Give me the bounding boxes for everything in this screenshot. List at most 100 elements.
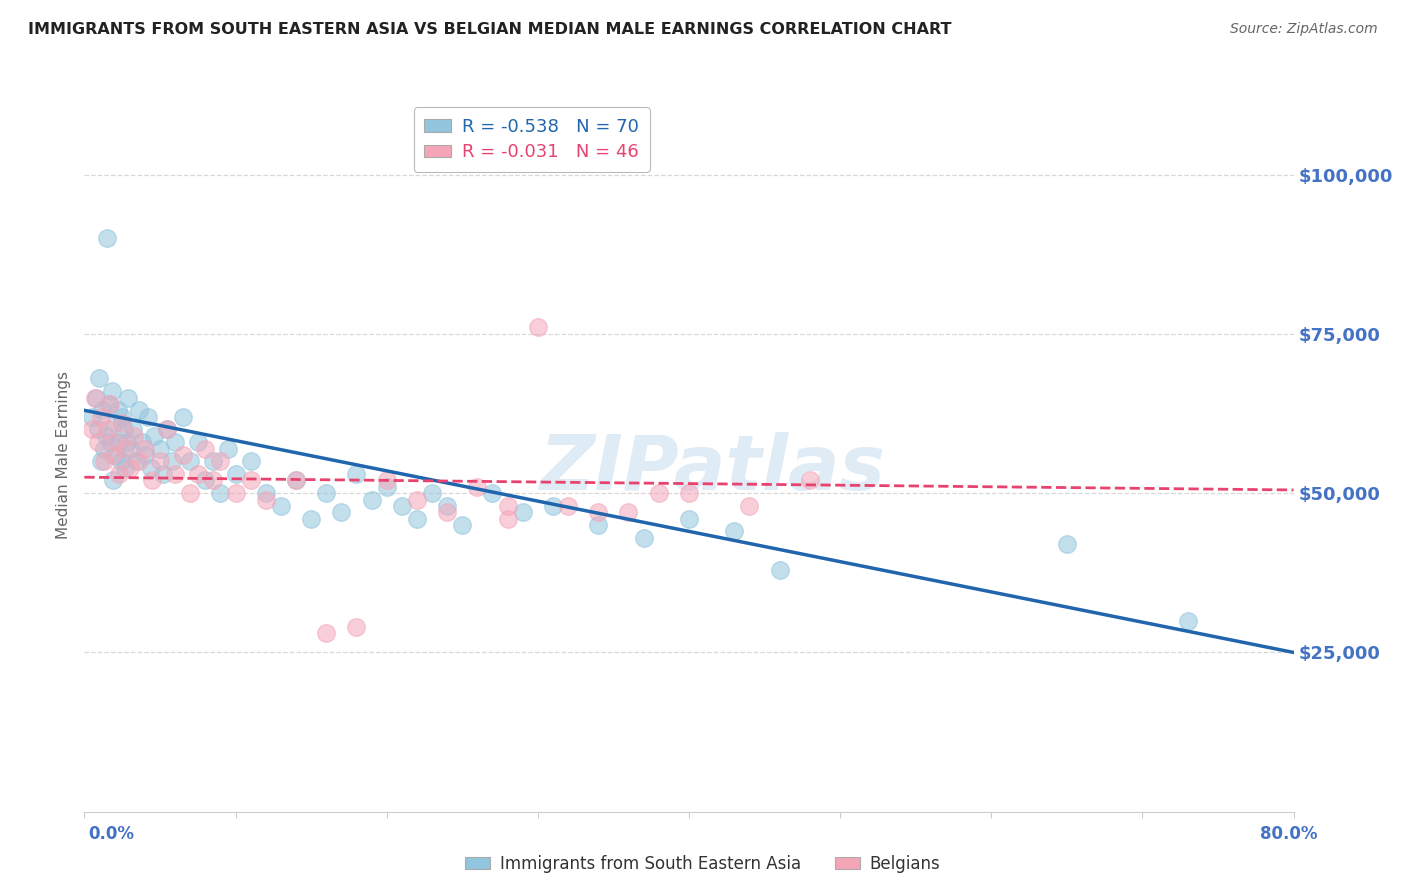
Point <box>179 486 201 500</box>
Point <box>149 454 172 468</box>
Point <box>80 422 103 436</box>
Point <box>451 518 474 533</box>
Point <box>89 371 111 385</box>
Point <box>799 474 821 488</box>
Point <box>360 492 382 507</box>
Point <box>156 422 179 436</box>
Point <box>406 511 429 525</box>
Point <box>225 486 247 500</box>
Point <box>125 454 148 468</box>
Point <box>678 486 700 500</box>
Text: Source: ZipAtlas.com: Source: ZipAtlas.com <box>1230 22 1378 37</box>
Point <box>118 442 141 456</box>
Point <box>436 499 458 513</box>
Point <box>111 416 134 430</box>
Point <box>142 429 165 443</box>
Point <box>97 397 120 411</box>
Point <box>201 474 224 488</box>
Point <box>136 409 159 424</box>
Point <box>1056 537 1078 551</box>
Point <box>111 409 134 424</box>
Point <box>225 467 247 481</box>
Point <box>93 442 115 456</box>
Legend: R = -0.538   N = 70, R = -0.031   N = 46: R = -0.538 N = 70, R = -0.031 N = 46 <box>413 107 650 172</box>
Point <box>165 435 187 450</box>
Point <box>406 492 429 507</box>
Point <box>648 486 671 500</box>
Point <box>315 486 337 500</box>
Point <box>391 499 413 513</box>
Point <box>96 231 118 245</box>
Point <box>90 454 112 468</box>
Point <box>217 442 239 456</box>
Point <box>128 454 150 468</box>
Point <box>541 499 564 513</box>
Point <box>94 429 117 443</box>
Text: IMMIGRANTS FROM SOUTH EASTERN ASIA VS BELGIAN MEDIAN MALE EARNINGS CORRELATION C: IMMIGRANTS FROM SOUTH EASTERN ASIA VS BE… <box>28 22 952 37</box>
Legend: Immigrants from South Eastern Asia, Belgians: Immigrants from South Eastern Asia, Belg… <box>458 848 948 880</box>
Point <box>122 429 145 443</box>
Point <box>114 442 136 456</box>
Point <box>436 505 458 519</box>
Point <box>588 505 610 519</box>
Point <box>375 474 398 488</box>
Point <box>117 391 139 405</box>
Point <box>118 460 141 475</box>
Point <box>105 435 128 450</box>
Point <box>121 422 143 436</box>
Point <box>98 397 121 411</box>
Point <box>165 467 187 481</box>
Point <box>134 442 156 456</box>
Point <box>80 409 103 424</box>
Point <box>346 467 368 481</box>
Point <box>270 499 292 513</box>
Point <box>91 403 114 417</box>
Point <box>285 474 308 488</box>
Point <box>633 531 655 545</box>
Point <box>330 505 353 519</box>
Point <box>101 448 124 462</box>
Point <box>209 454 232 468</box>
Point <box>738 499 761 513</box>
Point <box>128 403 150 417</box>
Point <box>179 454 201 468</box>
Point <box>187 435 209 450</box>
Point <box>114 460 136 475</box>
Point <box>527 320 550 334</box>
Point <box>84 391 107 405</box>
Point <box>420 486 443 500</box>
Point <box>110 454 132 468</box>
Point <box>588 518 610 533</box>
Point <box>201 454 224 468</box>
Point <box>512 505 534 519</box>
Text: 0.0%: 0.0% <box>89 825 135 843</box>
Point <box>1177 614 1199 628</box>
Point <box>496 511 519 525</box>
Point <box>152 467 174 481</box>
Point <box>375 480 398 494</box>
Point <box>187 467 209 481</box>
Point <box>254 486 277 500</box>
Point <box>285 474 308 488</box>
Point <box>346 620 368 634</box>
Point <box>194 474 217 488</box>
Point <box>239 454 262 468</box>
Point <box>723 524 745 539</box>
Y-axis label: Median Male Earnings: Median Male Earnings <box>56 371 72 539</box>
Text: 80.0%: 80.0% <box>1260 825 1317 843</box>
Point <box>115 435 138 450</box>
Point <box>617 505 640 519</box>
Point <box>101 474 124 488</box>
Point <box>160 454 183 468</box>
Text: ZIPatlas: ZIPatlas <box>540 433 886 506</box>
Point <box>557 499 579 513</box>
Point <box>239 474 262 488</box>
Point <box>96 422 118 436</box>
Point <box>141 474 163 488</box>
Point <box>139 460 162 475</box>
Point <box>131 435 153 450</box>
Point <box>134 448 156 462</box>
Point <box>315 626 337 640</box>
Point <box>481 486 503 500</box>
Point <box>299 511 322 525</box>
